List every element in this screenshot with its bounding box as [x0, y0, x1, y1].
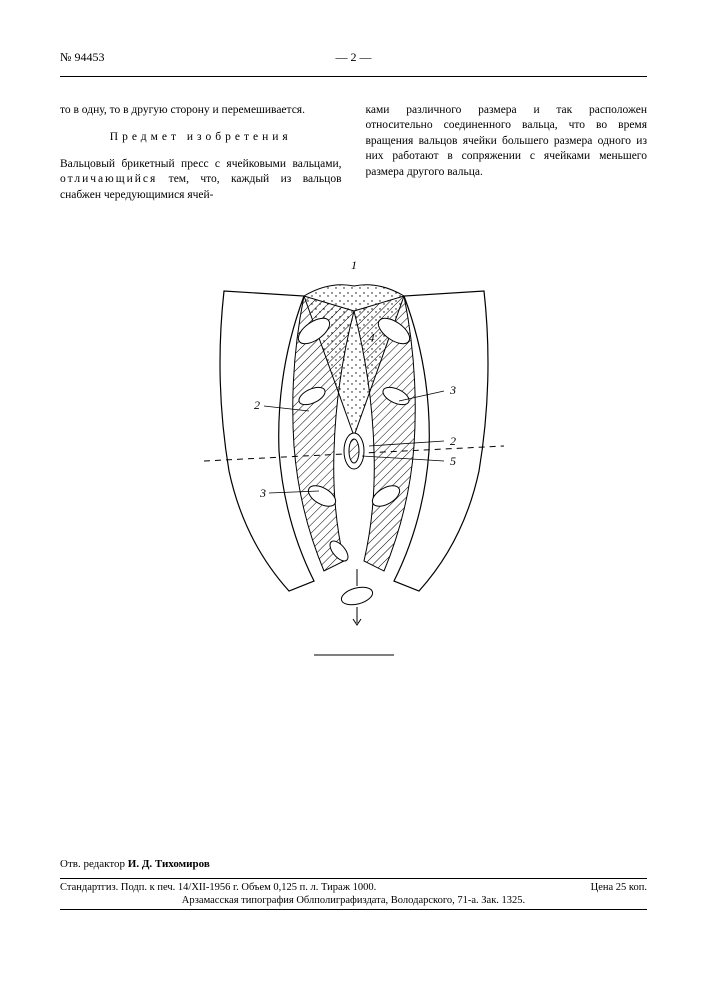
left-p2-em: отличающийся — [60, 173, 157, 185]
fig-label-4: 4 — [369, 332, 375, 344]
imprint-sub: Арзамасская типография Облполиграфиздата… — [60, 893, 647, 906]
fig-label-2a: 2 — [254, 398, 260, 412]
fig-label-5: 5 — [450, 454, 456, 468]
right-column: ками различного размера и так расположен… — [366, 91, 648, 215]
editor-name: И. Д. Тихомиров — [128, 858, 210, 870]
right-p1: ками различного размера и так расположен… — [366, 103, 648, 181]
fig-label-3a: 3 — [449, 383, 456, 397]
fig-label-1: 1 — [351, 258, 357, 272]
body-columns: то в одну, то в другую сторону и перемеш… — [60, 91, 647, 215]
section-title: Предмет изобретения — [60, 130, 342, 146]
editor-prefix: Отв. редактор — [60, 858, 128, 870]
left-p2: Вальцовый брикетный пресс с ячейковыми в… — [60, 157, 342, 204]
imprint-right: Цена 25 коп. — [591, 882, 647, 893]
left-column: то в одну, то в другую сторону и перемеш… — [60, 91, 342, 215]
doc-number: № 94453 — [60, 50, 104, 65]
figure-diagram: 1 4 2 3 3 2 5 — [194, 251, 514, 631]
imprint-left: Стандартгиз. Подп. к печ. 14/XII-1956 г.… — [60, 882, 376, 893]
fig-label-3b: 3 — [259, 486, 266, 500]
page-header: № 94453 — 2 — — [60, 50, 647, 70]
editor-line: Отв. редактор И. Д. Тихомиров — [60, 858, 647, 870]
footer: Отв. редактор И. Д. Тихомиров Стандартги… — [60, 858, 647, 910]
imprint-box: Стандартгиз. Подп. к печ. 14/XII-1956 г.… — [60, 878, 647, 910]
left-p1: то в одну, то в другую сторону и перемеш… — [60, 103, 342, 119]
fig-label-2b: 2 — [450, 434, 456, 448]
figure-separator — [314, 654, 394, 656]
left-p2-pre: Вальцовый брикетный пресс с ячейковыми в… — [60, 158, 342, 170]
header-rule — [60, 76, 647, 77]
page-number: — 2 — — [336, 50, 372, 65]
